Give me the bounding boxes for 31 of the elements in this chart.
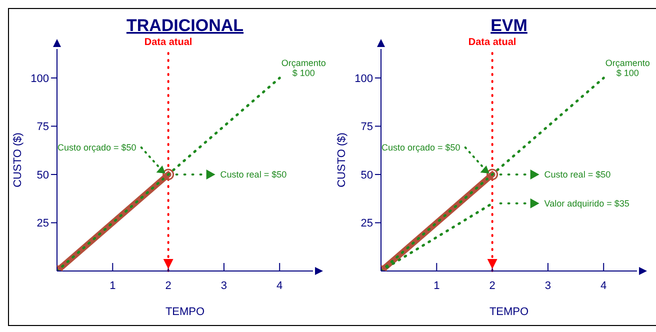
chart-title: EVM	[490, 16, 528, 35]
x-axis-title: TEMPO	[489, 306, 529, 318]
ref-line-label: Data atual	[468, 37, 516, 48]
x-tick-label: 2	[165, 280, 172, 292]
y-tick-label: 50	[360, 169, 373, 182]
y-tick-label: 50	[36, 169, 49, 182]
y-tick-label: 25	[360, 218, 373, 230]
annotation: Orçamento $ 100	[281, 58, 326, 78]
annotation: Custo real = $50	[220, 169, 287, 180]
x-tick-label: 4	[276, 280, 283, 292]
annotation: Valor adquirido = $35	[544, 198, 630, 208]
y-tick-label: 100	[30, 72, 49, 85]
y-tick-label: 25	[36, 218, 49, 230]
annotation: Custo orçado = $50	[57, 142, 136, 152]
x-tick-label: 2	[489, 280, 496, 292]
y-axis-title: CUSTO ($)	[336, 132, 348, 188]
x-tick-label: 3	[220, 280, 228, 292]
annotation: Custo real = $50	[544, 169, 611, 180]
annotation: Orçamento $ 100	[605, 58, 650, 78]
annotation: Custo orçado = $50	[381, 142, 460, 152]
y-tick-label: 75	[36, 121, 49, 134]
x-tick-label: 1	[110, 280, 116, 292]
ref-line-label: Data atual	[144, 37, 192, 48]
x-tick-label: 1	[434, 280, 440, 292]
y-axis-title: CUSTO ($)	[12, 132, 24, 188]
x-tick-label: 4	[600, 280, 607, 292]
chart-title: TRADICIONAL	[126, 16, 244, 35]
y-tick-label: 75	[360, 121, 373, 134]
x-tick-label: 3	[544, 280, 552, 292]
x-axis-title: TEMPO	[165, 306, 205, 318]
y-tick-label: 100	[354, 72, 373, 85]
